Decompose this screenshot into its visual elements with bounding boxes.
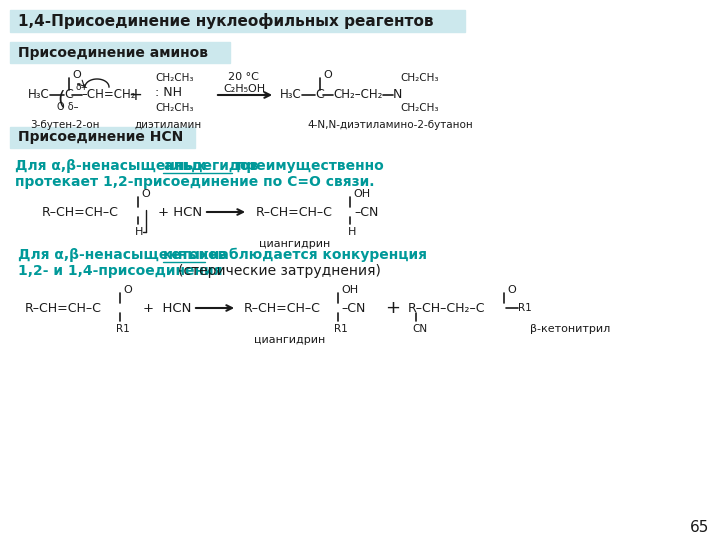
Text: Для α,β-ненасыщенных: Для α,β-ненасыщенных [15, 159, 211, 173]
Text: O δ–: O δ– [57, 102, 78, 112]
Text: H: H [135, 227, 143, 237]
Text: R–CH–CH₂–C: R–CH–CH₂–C [408, 301, 485, 314]
Text: +  HCN: + HCN [143, 301, 192, 314]
Text: O: O [507, 285, 516, 295]
Text: +: + [128, 86, 142, 104]
Text: CH₂–CH₂: CH₂–CH₂ [333, 89, 382, 102]
Text: H: H [348, 227, 356, 237]
Text: 4-N,N-диэтиламино-2-бутанон: 4-N,N-диэтиламино-2-бутанон [307, 120, 473, 130]
Text: Присоединение HCN: Присоединение HCN [18, 131, 184, 145]
FancyBboxPatch shape [10, 127, 195, 148]
Text: C₂H₅OH: C₂H₅OH [223, 84, 265, 94]
Text: 1,4-Присоединение нуклеофильных реагентов: 1,4-Присоединение нуклеофильных реагенто… [18, 13, 433, 29]
Text: циангидрин: циангидрин [254, 335, 325, 345]
Text: 1,2- и 1,4-присоединения: 1,2- и 1,4-присоединения [18, 264, 228, 278]
FancyBboxPatch shape [10, 42, 230, 63]
Text: CH₂CH₃: CH₂CH₃ [400, 73, 438, 83]
Text: CH₂CH₃: CH₂CH₃ [155, 103, 194, 113]
Text: + HCN: + HCN [158, 206, 202, 219]
Text: O: O [72, 70, 81, 80]
Text: H₃C: H₃C [280, 89, 302, 102]
Text: O: O [323, 70, 332, 80]
Text: δ+: δ+ [76, 83, 89, 91]
Text: OH: OH [341, 285, 358, 295]
Text: циангидрин: циангидрин [259, 239, 330, 249]
Text: H₃C: H₃C [28, 89, 50, 102]
Text: N: N [393, 89, 402, 102]
Text: (: ( [57, 90, 65, 109]
Text: альдегидов: альдегидов [163, 159, 258, 173]
FancyBboxPatch shape [10, 10, 465, 32]
Text: R–CH=CH–C: R–CH=CH–C [256, 206, 333, 219]
Text: C: C [315, 89, 324, 102]
Text: R1: R1 [334, 324, 348, 334]
Text: OH: OH [353, 189, 370, 199]
Text: –CH=CH₂: –CH=CH₂ [81, 89, 135, 102]
Text: наблюдается конкуренция: наблюдается конкуренция [205, 248, 427, 262]
Text: R–CH=CH–C: R–CH=CH–C [42, 206, 119, 219]
Text: диэтиламин: диэтиламин [135, 120, 202, 130]
Text: протекает 1,2-присоединение по С=О связи.: протекает 1,2-присоединение по С=О связи… [15, 175, 374, 189]
Text: 20 °C: 20 °C [228, 72, 259, 82]
Text: : NH: : NH [155, 86, 182, 99]
Text: CN: CN [412, 324, 427, 334]
Text: –CN: –CN [341, 301, 365, 314]
Text: CH₂CH₃: CH₂CH₃ [400, 103, 438, 113]
Text: C: C [64, 89, 73, 102]
Text: β-кетонитрил: β-кетонитрил [530, 324, 611, 334]
Text: +: + [385, 299, 400, 317]
Text: R–CH=CH–C: R–CH=CH–C [25, 301, 102, 314]
Text: R1: R1 [116, 324, 130, 334]
Text: Для α,β-ненасыщенных: Для α,β-ненасыщенных [18, 248, 214, 262]
Text: O: O [123, 285, 132, 295]
Text: 3-бутен-2-он: 3-бутен-2-он [30, 120, 100, 130]
Text: CH₂CH₃: CH₂CH₃ [155, 73, 194, 83]
Text: R–CH=CH–C: R–CH=CH–C [244, 301, 321, 314]
Text: O: O [141, 189, 150, 199]
Text: 65: 65 [690, 521, 710, 536]
Text: преимущественно: преимущественно [232, 159, 384, 173]
Text: Присоединение аминов: Присоединение аминов [18, 45, 208, 59]
Text: (стерические затруднения): (стерические затруднения) [178, 264, 381, 278]
Text: кетонов: кетонов [163, 248, 228, 262]
Text: –CN: –CN [354, 206, 379, 219]
Text: R1: R1 [518, 303, 532, 313]
